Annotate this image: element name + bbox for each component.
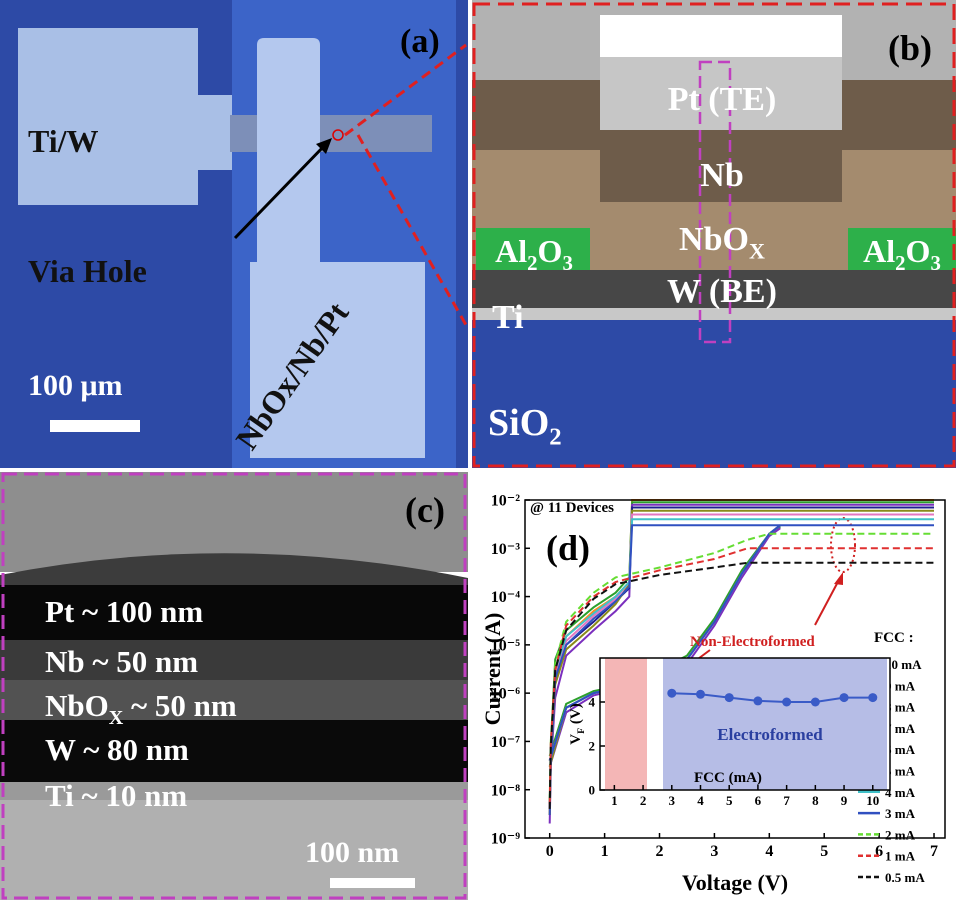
y-tick-label: 10⁻⁷: [491, 734, 520, 751]
non-electroformed-region: [605, 658, 647, 790]
marker: [840, 693, 849, 702]
x-tick-label: 6: [755, 793, 762, 808]
panel-label: (b): [888, 28, 932, 68]
layer-label: W (BE): [667, 273, 777, 310]
y-tick-label: 10⁻²: [491, 493, 520, 510]
label: Ti/W: [28, 123, 99, 159]
x-tick-label: 4: [697, 793, 704, 808]
marker: [725, 693, 734, 702]
x-tick-label: 2: [656, 843, 664, 860]
layer-label-part: 2: [895, 252, 905, 275]
marker: [868, 693, 877, 702]
annotation: Electroformed: [717, 725, 823, 744]
layer-label: Nb ~ 50 nm: [45, 644, 198, 679]
arrow: [815, 578, 840, 625]
layer-label-part: Al: [863, 233, 895, 269]
marker: [811, 698, 820, 707]
y-tick-label: 10⁻⁹: [491, 831, 520, 848]
y-axis-label-part: (V): [568, 703, 584, 728]
y-axis-label: Current (A): [480, 613, 505, 726]
x-tick-label: 1: [611, 793, 618, 808]
y-tick-label: 4: [589, 695, 596, 710]
label: 100 nm: [305, 836, 399, 869]
label: 100 μm: [28, 369, 123, 402]
layer-label-part: NbO: [679, 221, 749, 258]
layer-label-part: ~ 50 nm: [123, 688, 237, 723]
marker: [696, 690, 705, 699]
layer-label-part: Al: [495, 233, 527, 269]
layer-label-part: NbO: [45, 688, 109, 723]
y-tick-label: 2: [589, 739, 596, 754]
x-tick-label: 8: [812, 793, 819, 808]
legend-label: 0.5 mA: [885, 870, 925, 885]
layer-label-part: 2: [549, 424, 561, 451]
layer-label: W ~ 80 nm: [45, 732, 189, 767]
panel-label: (d): [546, 528, 590, 568]
x-tick-label: 4: [765, 843, 773, 860]
x-tick-label: 5: [726, 793, 733, 808]
layer-label-part: X: [109, 707, 124, 729]
scale-bar: [330, 878, 415, 888]
layer-label-part: 3: [930, 252, 940, 275]
x-tick-label: 9: [841, 793, 848, 808]
y-axis-label-part: V: [568, 734, 584, 745]
layer-label-part: SiO: [488, 402, 549, 444]
layer-label: Pt ~ 100 nm: [45, 594, 203, 629]
y-tick-label: 10⁻⁸: [491, 782, 520, 799]
layer-label: Pt (TE): [668, 81, 777, 118]
annotation: @ 11 Devices: [530, 500, 614, 516]
layer-label: NbOX ~ 50 nm: [45, 688, 237, 729]
layer-label: Ti: [492, 299, 524, 336]
marker: [753, 696, 762, 705]
scale-bar: [50, 420, 140, 432]
x-tick-label: 5: [820, 843, 828, 860]
figure: (a)Ti/WVia Hole100 μmNbOx/Nb/Pt(b)Pt (TE…: [0, 0, 956, 900]
x-tick-label: 0: [546, 843, 554, 860]
layer-label-part: 3: [562, 252, 572, 275]
x-tick-label: 6: [875, 843, 883, 860]
x-tick-label: 10: [866, 793, 879, 808]
x-tick-label: 7: [783, 793, 790, 808]
x-tick-label: 2: [640, 793, 647, 808]
label: Via Hole: [28, 253, 147, 289]
legend-title: FCC :: [874, 630, 914, 646]
marker: [667, 689, 676, 698]
x-tick-label: 3: [710, 843, 718, 860]
layer-label-part: O: [906, 233, 931, 269]
legend-label: 1 mA: [885, 849, 916, 864]
y-axis-label: VF (V): [568, 703, 587, 744]
x-axis-label: Voltage (V): [682, 870, 788, 895]
layer-label-part: O: [538, 233, 563, 269]
legend-label: 2 mA: [885, 827, 916, 842]
x-axis-label: FCC (mA): [694, 770, 762, 786]
y-tick-label: 10⁻³: [491, 541, 520, 558]
legend-label: 3 mA: [885, 806, 916, 821]
arrow-head: [834, 572, 843, 585]
layer-label: Nb: [700, 157, 743, 194]
x-tick-label: 3: [669, 793, 676, 808]
y-tick-label: 0: [589, 783, 596, 798]
annotation: Non-Electroformed: [690, 634, 815, 650]
y-tick-label: 10⁻⁴: [491, 589, 520, 606]
marker: [782, 698, 791, 707]
x-tick-label: 1: [601, 843, 609, 860]
x-tick-label: 7: [930, 843, 938, 860]
panel-label: (c): [405, 490, 445, 530]
layer-label-part: X: [749, 239, 765, 264]
panel-label: (a): [400, 23, 440, 60]
opening: [600, 15, 842, 57]
layer-label: Ti ~ 10 nm: [45, 778, 187, 813]
layer-label-part: 2: [527, 252, 537, 275]
